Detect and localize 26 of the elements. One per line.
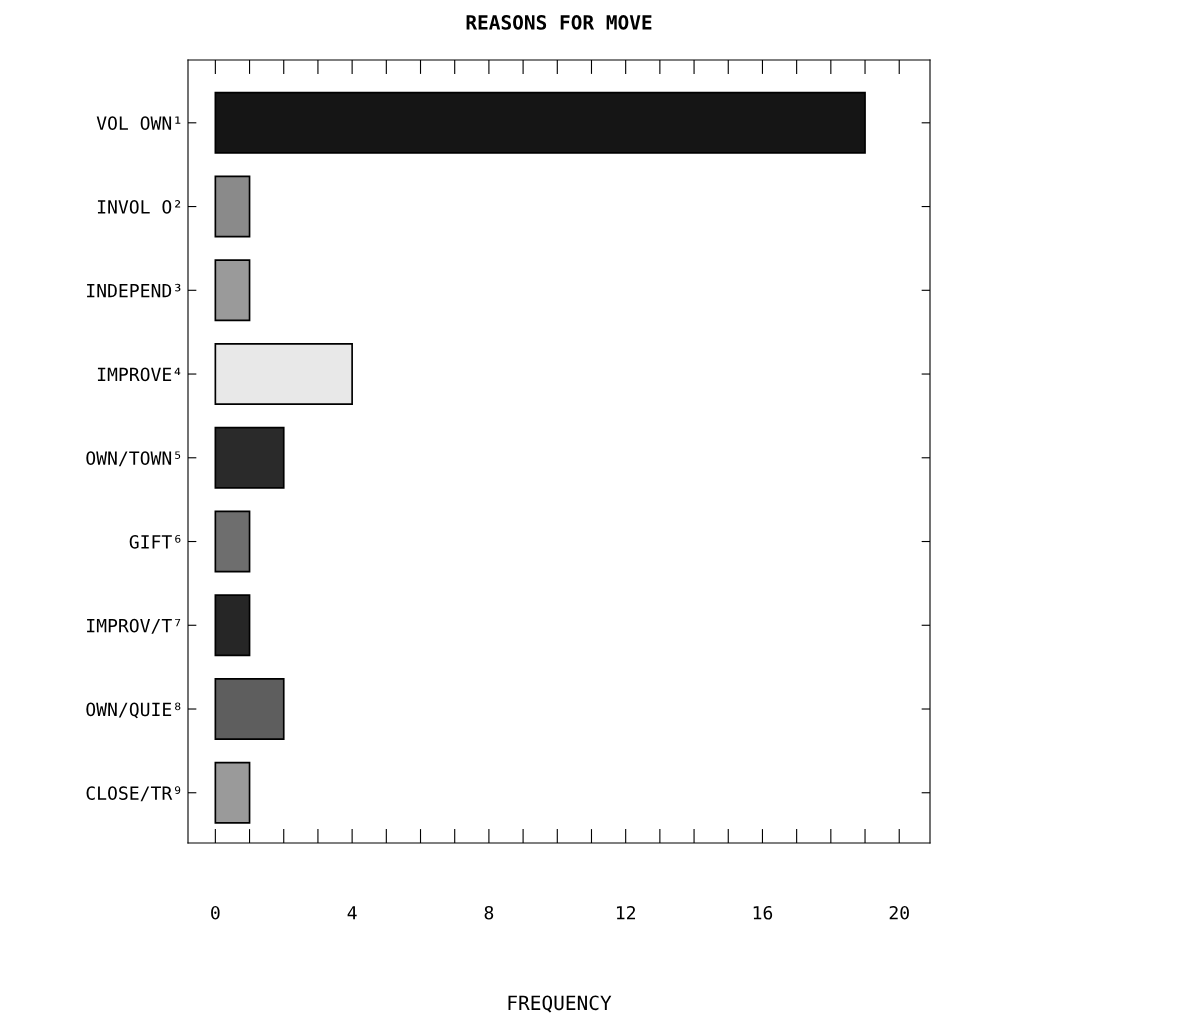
y-tick-label: VOL OWN¹ [96, 116, 181, 130]
bar [214, 678, 285, 740]
bar [214, 175, 251, 238]
y-tick-label: OWN/QUIE⁸ [86, 702, 181, 719]
x-axis-title: FREQUENCY [508, 995, 612, 1013]
chart-title: REASONS FOR MOVE [466, 15, 652, 30]
x-tick-label: 4 [347, 906, 357, 920]
x-tick-label: 20 [889, 905, 909, 920]
x-tick-label: 16 [753, 905, 773, 920]
bar [214, 761, 251, 824]
y-tick-label: INDEPEND³ [87, 283, 181, 298]
bar [214, 259, 251, 322]
y-tick-label: IMPROV/T⁷ [87, 618, 181, 634]
x-tick-label: 12 [616, 905, 636, 920]
y-tick-label: CLOSE/TR⁹ [86, 786, 181, 802]
x-tick-label: 0 [211, 905, 220, 920]
x-tick-label: 8 [484, 905, 494, 920]
bar [214, 426, 285, 489]
bar [214, 343, 353, 406]
bar [214, 510, 251, 573]
bar [214, 594, 251, 657]
y-tick-label: GIFT⁶ [129, 535, 181, 549]
y-tick-label: IMPROVE⁴ [97, 367, 181, 382]
y-tick-label: INVOL O² [97, 200, 181, 214]
bar [214, 91, 866, 154]
y-tick-label: OWN/TOWN⁵ [86, 451, 181, 467]
